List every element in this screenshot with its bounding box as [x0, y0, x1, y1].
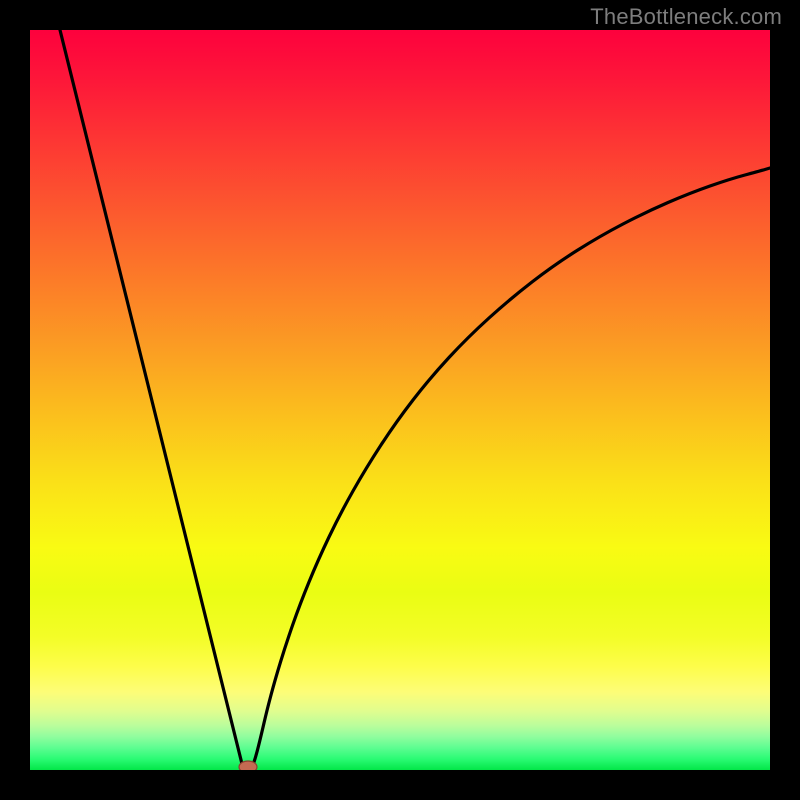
watermark-text: TheBottleneck.com	[590, 4, 782, 30]
chart-frame: TheBottleneck.com	[0, 0, 800, 800]
plot-area	[30, 30, 770, 770]
minimum-marker	[239, 761, 257, 770]
plot-background	[30, 30, 770, 770]
gradient-plot	[30, 30, 770, 770]
